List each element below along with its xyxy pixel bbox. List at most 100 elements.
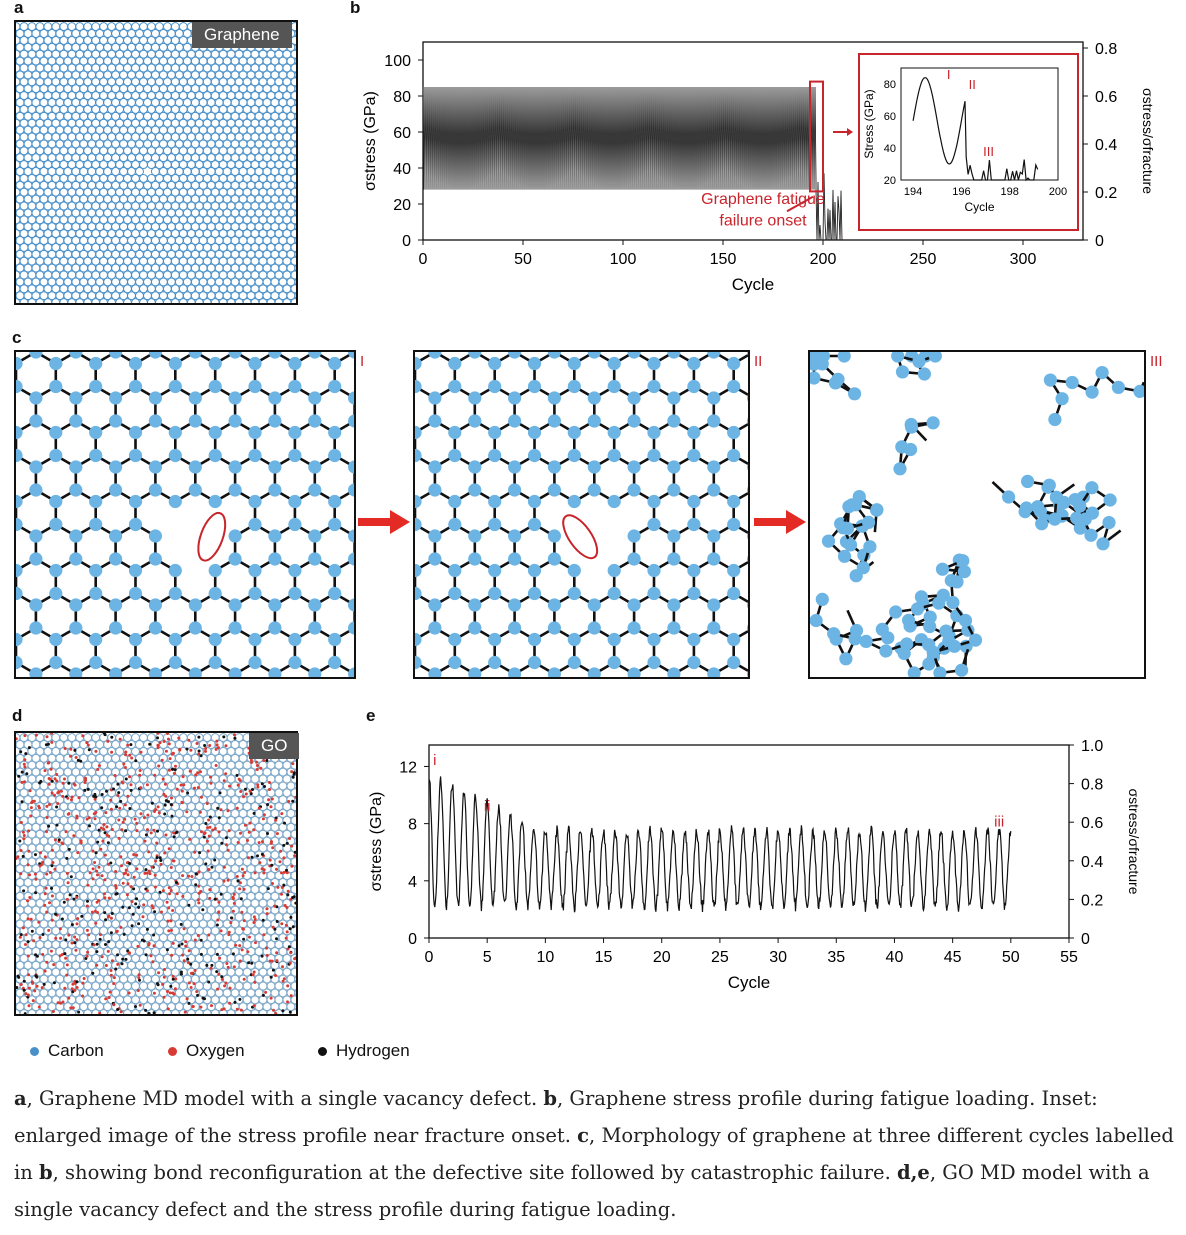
functional-atom (57, 838, 61, 842)
functional-atom (239, 790, 243, 793)
carbon-atom (607, 425, 621, 440)
functional-atom (72, 834, 76, 838)
functional-atom (162, 995, 166, 999)
functional-atom (262, 759, 266, 762)
carbon-ring (43, 298, 53, 303)
carbon-atom (468, 352, 482, 359)
carbon-atom (168, 494, 182, 509)
y-tick-label: 40 (393, 161, 411, 178)
carbon-ring (290, 77, 296, 87)
functional-atom (235, 1007, 239, 1011)
carbon-atom (1048, 512, 1062, 526)
functional-atom (288, 927, 292, 931)
functional-atom (122, 872, 126, 876)
carbon-atom (508, 621, 522, 635)
carbon-atom (567, 632, 581, 647)
carbon-atom (647, 655, 661, 670)
carbon-atom (188, 460, 202, 474)
functional-atom (106, 841, 110, 845)
carbon-ring (202, 298, 212, 303)
functional-atom (222, 779, 226, 783)
carbon-atom (727, 632, 741, 647)
functional-atom (207, 834, 211, 838)
functional-atom (69, 747, 73, 751)
functional-atom (114, 870, 118, 873)
functional-atom (153, 873, 157, 877)
graphene-lattice (16, 22, 296, 303)
carbon-atom (308, 460, 322, 474)
functional-atom (94, 921, 98, 925)
carbon-atom (727, 379, 741, 394)
functional-atom (151, 960, 155, 964)
carbon-atom (29, 529, 43, 543)
functional-atom (53, 838, 57, 842)
functional-atom (291, 762, 295, 766)
carbon-atom (1035, 517, 1049, 531)
carbon-atom (16, 425, 23, 440)
carbon-ring (258, 298, 268, 303)
functional-atom (99, 826, 103, 830)
carbon-atom (288, 655, 302, 670)
functional-atom (173, 987, 177, 991)
functional-atom (156, 736, 159, 740)
carbon-atom (288, 494, 302, 509)
carbon-atom (188, 483, 202, 497)
functional-atom (224, 772, 228, 776)
carbon-atom (109, 598, 123, 612)
functional-atom (122, 762, 126, 766)
carbon-atom (932, 596, 946, 610)
carbon-atom (109, 460, 123, 474)
carbon-atom (687, 586, 701, 601)
functional-atom (41, 933, 45, 936)
carbon-atom (1002, 490, 1016, 504)
functional-atom (24, 752, 28, 756)
functional-atom (55, 779, 59, 783)
carbon-atom (109, 352, 123, 359)
functional-atom (219, 929, 223, 933)
carbon-atom (168, 448, 182, 463)
functional-atom (152, 933, 156, 937)
carbon-atom (16, 632, 23, 647)
carbon-ring (234, 298, 244, 303)
carbon-ring (59, 1009, 69, 1014)
carbon-ring (294, 71, 296, 79)
functional-atom (213, 827, 217, 830)
carbon-ring (186, 298, 196, 303)
functional-atom (27, 829, 31, 833)
functional-atom (104, 943, 107, 946)
carbon-atom (587, 483, 601, 497)
functional-atom (95, 963, 99, 967)
carbon-atom (1073, 499, 1087, 513)
functional-atom (224, 981, 228, 985)
carbon-ring (294, 837, 296, 845)
carbon-atom (448, 379, 462, 394)
carbon-atom (747, 463, 748, 471)
carbon-atom (955, 663, 969, 677)
functional-atom (77, 1010, 81, 1014)
x-tick-label: 50 (514, 251, 532, 268)
carbon-atom (89, 494, 103, 509)
carbon-ring (290, 995, 296, 1005)
graphene-model-image (14, 20, 298, 305)
highlight-ellipse (197, 511, 227, 562)
carbon-atom (607, 356, 621, 371)
carbon-atom (128, 448, 143, 463)
functional-atom (253, 917, 257, 921)
functional-atom (167, 768, 171, 772)
lattice-stage-2 (415, 352, 748, 677)
carbon-atom (248, 494, 262, 509)
functional-atom (50, 864, 54, 868)
carbon-atom (893, 462, 907, 476)
carbon-atom (547, 529, 561, 543)
lattice-rings (16, 22, 296, 303)
functional-atom (28, 789, 32, 793)
carbon-atom (148, 414, 162, 428)
functional-atom (128, 807, 132, 810)
carbon-ring (162, 298, 172, 303)
panel-label-b: b (350, 0, 361, 17)
carbon-atom (747, 670, 748, 677)
carbon-ring (294, 140, 296, 148)
carbon-ring (123, 298, 132, 303)
carbon-atom (228, 460, 242, 474)
functional-atom (50, 886, 53, 890)
